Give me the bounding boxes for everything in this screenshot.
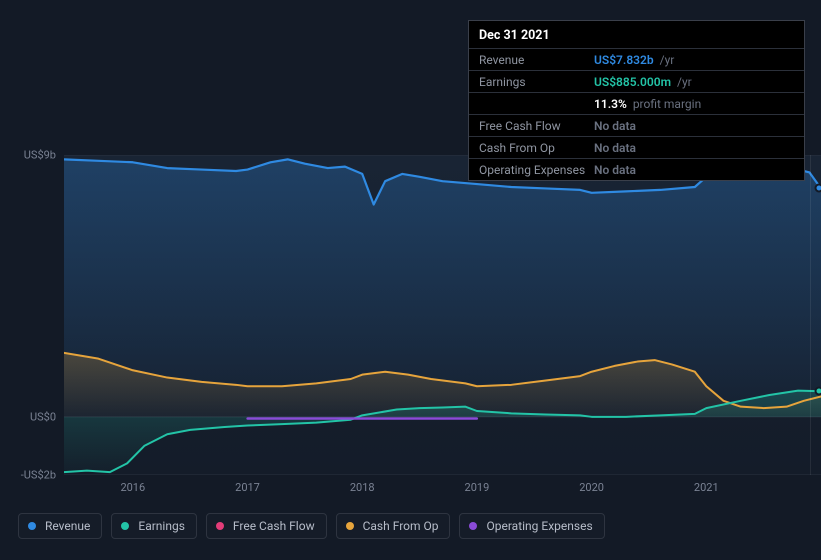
legend-item-label: Earnings [138,519,185,533]
tooltip-row-label: Revenue [479,53,594,67]
x-axis-tick-label: 2017 [235,481,260,494]
legend-dot-icon [28,522,36,530]
x-axis-tick-label: 2019 [465,481,490,494]
legend: Revenue Earnings Free Cash Flow Cash From O… [18,513,605,539]
legend-item-free-cash-flow[interactable]: Free Cash Flow [206,513,327,539]
tooltip-row-label: Earnings [479,75,594,89]
tooltip-row-label: Cash From Op [479,141,594,155]
tooltip-row: RevenueUS$7.832b /yr [469,49,804,71]
legend-dot-icon [121,522,129,530]
legend-item-label: Free Cash Flow [233,519,315,533]
tooltip-row: EarningsUS$885.000m /yr [469,71,804,93]
tooltip-row-label: Free Cash Flow [479,119,594,133]
tooltip-row: Free Cash FlowNo data [469,115,804,137]
y-axis-tick-label: -US$2b [21,469,56,482]
x-axis-tick-label: 2021 [694,481,719,494]
plot-area[interactable] [64,155,821,475]
tooltip-row: Operating ExpensesNo data [469,159,804,180]
legend-item-label: Cash From Op [363,519,439,533]
y-axis-tick-label: US$0 [30,410,56,423]
tooltip-row-label: Operating Expenses [479,163,594,177]
data-tooltip: Dec 31 2021 RevenueUS$7.832b /yrEarnings… [468,20,805,181]
tooltip-row-value: No data [594,141,636,155]
tooltip-row: 11.3% profit margin [469,93,804,115]
y-axis-labels: US$9bUS$0-US$2b [16,155,56,475]
legend-dot-icon [216,522,224,530]
hover-marker-line [810,155,811,475]
x-axis-tick-label: 2016 [120,481,145,494]
tooltip-row-value: No data [594,163,636,177]
y-axis-tick-label: US$9b [24,149,56,162]
legend-item-cash-from-op[interactable]: Cash From Op [336,513,451,539]
legend-item-earnings[interactable]: Earnings [111,513,197,539]
tooltip-date: Dec 31 2021 [469,21,804,49]
legend-item-operating-expenses[interactable]: Operating Expenses [459,513,604,539]
tooltip-row-value: US$7.832b /yr [594,53,674,67]
x-axis-tick-label: 2020 [579,481,604,494]
legend-item-label: Operating Expenses [486,519,592,533]
series-end-dot [814,184,821,193]
legend-dot-icon [346,522,354,530]
tooltip-row-value: US$885.000m /yr [594,75,692,89]
x-axis-labels: 2016 2017 2018 2019 2020 2021 [64,481,821,499]
tooltip-row: Cash From OpNo data [469,137,804,159]
chart: US$9bUS$0-US$2b 201620172018201920202021 [16,155,805,475]
tooltip-row-value: 11.3% profit margin [594,97,701,111]
tooltip-row-label [479,97,594,111]
legend-item-label: Revenue [45,519,90,533]
series-end-dot [814,387,821,396]
legend-item-revenue[interactable]: Revenue [18,513,102,539]
tooltip-row-value: No data [594,119,636,133]
legend-dot-icon [469,522,477,530]
x-axis-tick-label: 2018 [350,481,375,494]
